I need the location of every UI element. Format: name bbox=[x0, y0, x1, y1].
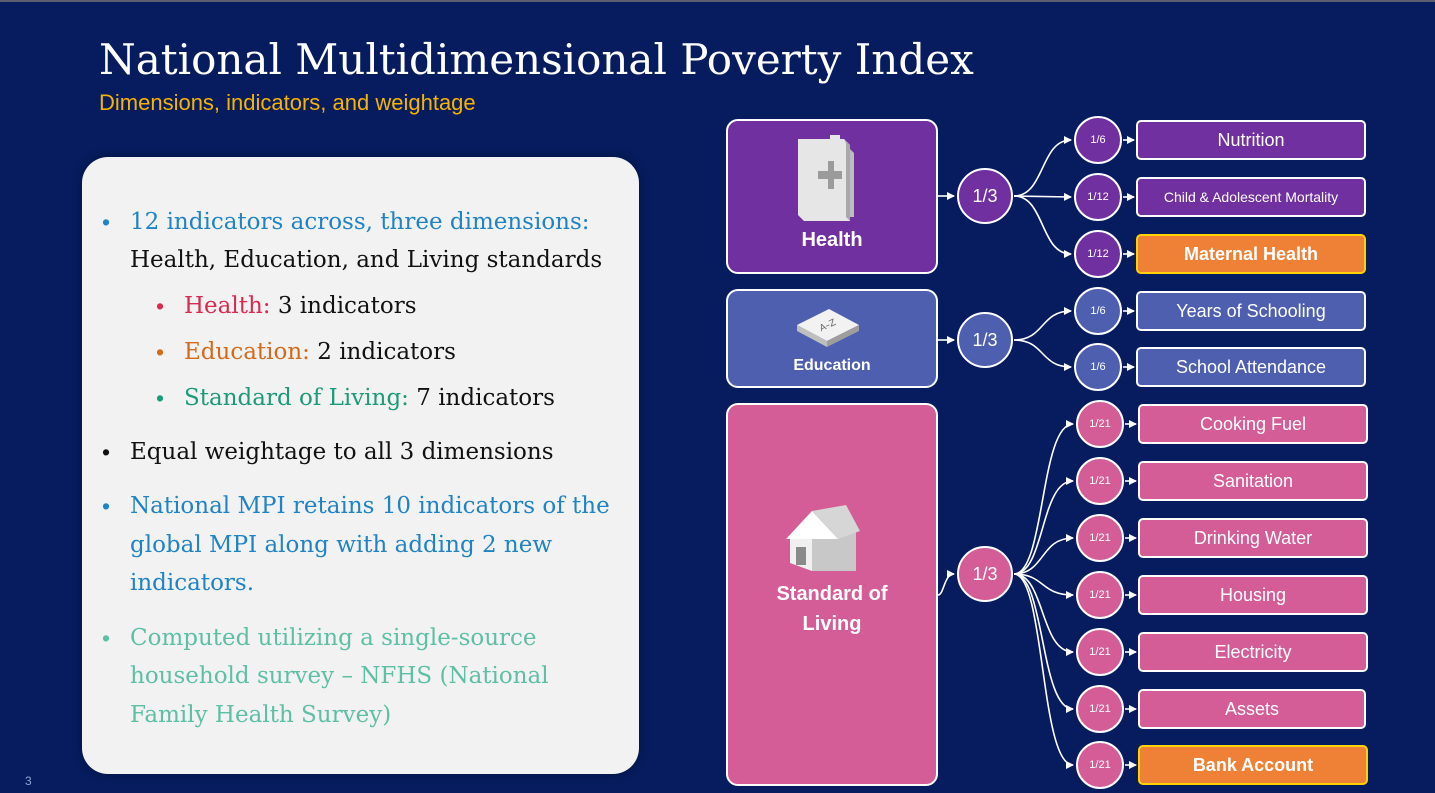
indicator-weight-cooking-fuel: 1/21 bbox=[1076, 400, 1124, 448]
dimension-living-label-line2: Living bbox=[802, 613, 862, 635]
sub-bullet-living-key: Standard of Living: bbox=[184, 385, 409, 411]
dimension-living-label: Standard of Living bbox=[728, 579, 936, 639]
indicator-school-attendance: School Attendance bbox=[1136, 347, 1366, 387]
indicator-weight-years-schooling: 1/6 bbox=[1074, 287, 1122, 335]
bullet-national-mpi-line1: National MPI retains 10 indicators of th… bbox=[130, 493, 610, 519]
sub-bullet-health-value: 3 indicators bbox=[277, 293, 417, 319]
indicator-years-schooling: Years of Schooling bbox=[1136, 291, 1366, 331]
sub-bullet-education: • Education: 2 indicators bbox=[156, 339, 456, 365]
bullet-national-mpi-line3: indicators. bbox=[130, 570, 255, 596]
indicator-weight-school-attendance: 1/6 bbox=[1074, 343, 1122, 391]
dimension-living: Standard of Living bbox=[726, 403, 938, 786]
bullet-national-mpi: • National MPI retains 10 indicators of … bbox=[102, 493, 610, 519]
indicator-nutrition: Nutrition bbox=[1136, 120, 1366, 160]
slide-subtitle: Dimensions, indicators, and weightage bbox=[99, 90, 476, 115]
bullet-equal-weightage-text: Equal weightage to all 3 dimensions bbox=[130, 439, 554, 465]
dimension-education: A–Z Education bbox=[726, 289, 938, 388]
summary-textbox: • 12 indicators across, three dimensions… bbox=[82, 157, 639, 774]
indicator-electricity: Electricity bbox=[1138, 632, 1368, 672]
house-icon bbox=[786, 505, 860, 571]
bullet-equal-weightage: • Equal weightage to all 3 dimensions bbox=[102, 439, 554, 465]
bullet-indicators-line2: Health, Education, and Living standards bbox=[130, 247, 603, 273]
weight-circle-health: 1/3 bbox=[957, 168, 1013, 224]
dimension-health: Health bbox=[726, 119, 938, 274]
weight-circle-education: 1/3 bbox=[957, 312, 1013, 368]
dimension-living-label-line1: Standard of bbox=[776, 583, 888, 605]
indicator-weight-bank-account: 1/21 bbox=[1076, 741, 1124, 789]
indicator-weight-assets: 1/21 bbox=[1076, 685, 1124, 733]
indicator-weight-drinking-water: 1/21 bbox=[1076, 514, 1124, 562]
weight-circle-living: 1/3 bbox=[957, 546, 1013, 602]
bullet-computed-line3: Family Health Survey) bbox=[130, 702, 392, 728]
indicator-weight-child-mortality: 1/12 bbox=[1074, 173, 1122, 221]
dimension-education-label: Education bbox=[793, 357, 871, 374]
slide-title: National Multidimensional Poverty Index bbox=[99, 35, 974, 84]
indicator-drinking-water: Drinking Water bbox=[1138, 518, 1368, 558]
bullet-computed-line1: Computed utilizing a single-source bbox=[130, 625, 537, 651]
dimension-health-label: Health bbox=[801, 229, 863, 251]
indicator-bank-account: Bank Account bbox=[1138, 745, 1368, 785]
indicator-maternal-health: Maternal Health bbox=[1136, 234, 1366, 274]
bullet-indicators: • 12 indicators across, three dimensions… bbox=[102, 209, 590, 235]
page-number: 3 bbox=[25, 774, 32, 788]
indicator-cooking-fuel: Cooking Fuel bbox=[1138, 404, 1368, 444]
indicator-weight-housing: 1/21 bbox=[1076, 571, 1124, 619]
indicator-weight-maternal-health: 1/12 bbox=[1074, 230, 1122, 278]
indicator-weight-nutrition: 1/6 bbox=[1074, 116, 1122, 164]
bullet-indicators-line1: 12 indicators across, three dimensions: bbox=[130, 209, 590, 235]
indicator-weight-sanitation: 1/21 bbox=[1076, 457, 1124, 505]
indicator-weight-electricity: 1/21 bbox=[1076, 628, 1124, 676]
bullet-national-mpi-line2: global MPI along with adding 2 new bbox=[130, 532, 553, 558]
bullet-computed-line2: household survey – NFHS (National bbox=[130, 663, 549, 689]
health-folder-icon bbox=[798, 135, 854, 221]
book-icon: A–Z bbox=[797, 309, 859, 347]
sub-bullet-health: • Health: 3 indicators bbox=[156, 293, 417, 319]
indicator-assets: Assets bbox=[1138, 689, 1366, 729]
sub-bullet-health-key: Health: bbox=[184, 293, 271, 319]
sub-bullet-living: • Standard of Living: 7 indicators bbox=[156, 385, 555, 411]
bullet-computed: • Computed utilizing a single-source bbox=[102, 625, 537, 651]
sub-bullet-education-key: Education: bbox=[184, 339, 310, 365]
sub-bullet-education-value: 2 indicators bbox=[317, 339, 456, 365]
indicator-child-mortality: Child & Adolescent Mortality bbox=[1136, 177, 1366, 217]
indicator-housing: Housing bbox=[1138, 575, 1368, 615]
indicator-sanitation: Sanitation bbox=[1138, 461, 1368, 501]
sub-bullet-living-value: 7 indicators bbox=[416, 385, 555, 411]
